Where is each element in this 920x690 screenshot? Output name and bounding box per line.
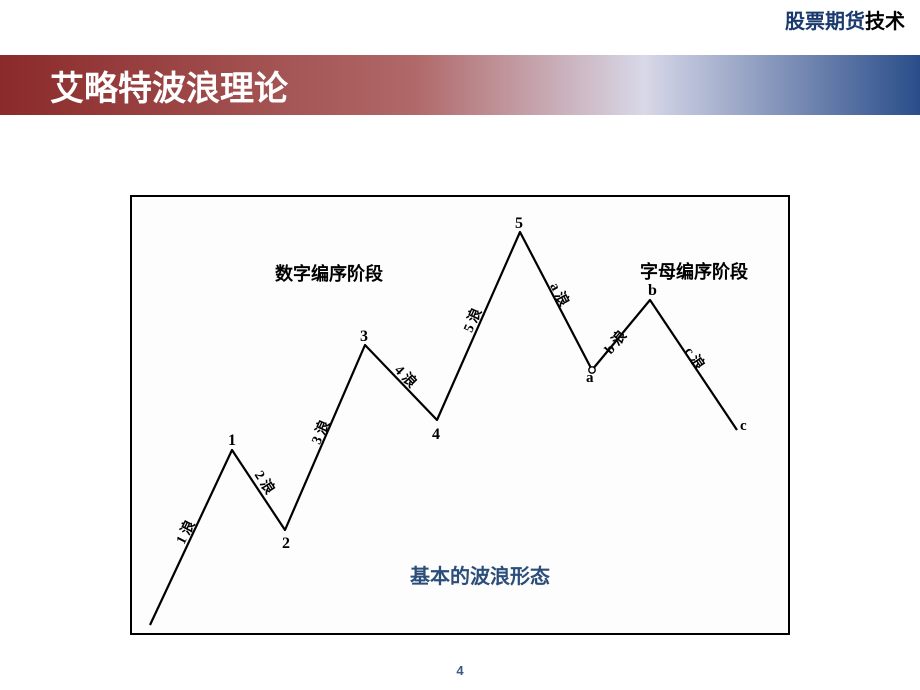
vertex-label-c: c [740,418,747,435]
page-number: 4 [456,663,463,678]
vertex-label-5: 5 [515,215,523,233]
slide-title: 艾略特波浪理论 [50,61,288,110]
vertex-label-3: 3 [360,328,368,346]
vertex-label-4: 4 [432,426,440,444]
vertex-label-a: a [586,370,594,387]
vertex-label-b: b [648,282,657,300]
region-label-0: 数字编序阶段 [275,260,383,286]
vertex-label-1: 1 [228,432,236,450]
vertex-label-2: 2 [282,535,290,553]
header-corner-text: 股票期货技术 [785,5,905,34]
region-label-1: 字母编序阶段 [640,258,748,284]
diagram-caption: 基本的波浪形态 [410,560,550,589]
title-band: 艾略特波浪理论 [0,55,920,115]
header-corner-part2: 技术 [865,11,905,33]
header-corner-part1: 股票期货 [785,11,865,33]
